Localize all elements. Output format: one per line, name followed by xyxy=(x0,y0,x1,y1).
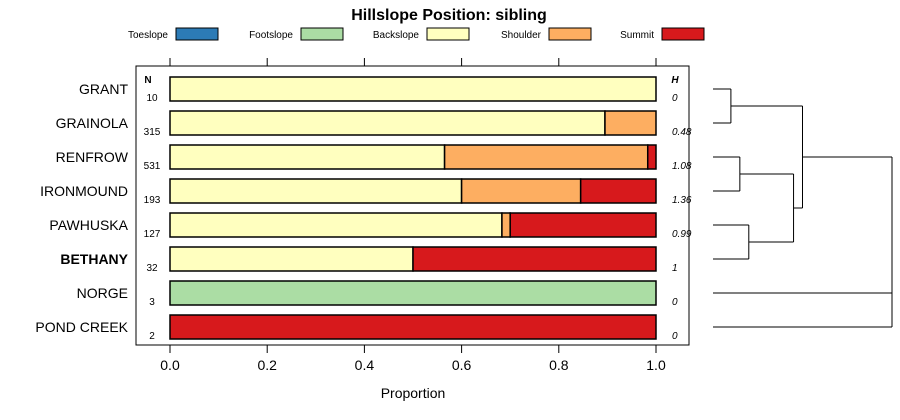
n-value: 3 xyxy=(149,297,155,308)
x-axis: 0.0 0.2 0.4 0.6 0.8 1.0 xyxy=(160,58,666,373)
chart-title: Hillslope Position: sibling xyxy=(351,7,547,24)
bar-segment-backslope xyxy=(169,110,606,136)
bar-segment-summit xyxy=(579,178,657,204)
h-value: 1.08 xyxy=(672,161,692,172)
bar-segment-summit xyxy=(509,212,657,238)
bar-segment-backslope xyxy=(169,178,463,204)
category-label: POND CREEK xyxy=(35,319,128,335)
tick-label: 0.4 xyxy=(355,357,375,373)
category-label: IRONMOUND xyxy=(40,183,128,199)
h-value: 0 xyxy=(672,93,678,104)
bar-segment-shoulder xyxy=(443,144,649,170)
row-grainola: GRAINOLA 315 0.48 xyxy=(56,110,692,138)
row-renfrow: RENFROW 531 1.08 xyxy=(56,144,692,172)
bar-segment-backslope xyxy=(169,76,657,102)
h-value: 1.36 xyxy=(672,195,692,206)
n-value: 32 xyxy=(146,263,158,274)
legend-swatch-shoulder xyxy=(548,27,592,41)
n-value: 10 xyxy=(146,93,158,104)
category-label: GRAINOLA xyxy=(56,115,129,131)
n-value: 193 xyxy=(144,195,161,206)
dendrogram xyxy=(713,88,893,328)
legend-label-footslope: Footslope xyxy=(249,30,293,41)
bar-segment-summit xyxy=(169,314,657,340)
legend-label-toeslope: Toeslope xyxy=(128,30,168,41)
n-column-header: N xyxy=(144,75,151,86)
bar-segment-shoulder xyxy=(604,110,657,136)
tick-label: 0.2 xyxy=(257,357,277,373)
category-label: NORGE xyxy=(77,285,128,301)
row-bethany: BETHANY 32 1 xyxy=(60,246,678,274)
n-value: 531 xyxy=(144,161,161,172)
category-label: GRANT xyxy=(79,81,128,97)
tick-label: 1.0 xyxy=(646,357,666,373)
row-pond-creek: POND CREEK 2 0 xyxy=(35,314,678,342)
n-value: 315 xyxy=(144,127,161,138)
bar-segment-backslope xyxy=(169,246,414,272)
bar-segment-backslope xyxy=(169,144,446,170)
h-value: 0 xyxy=(672,331,678,342)
legend-swatch-toeslope xyxy=(175,27,219,41)
h-value: 0.48 xyxy=(672,127,692,138)
row-grant: GRANT 10 0 xyxy=(79,76,678,104)
tick-label: 0.8 xyxy=(549,357,569,373)
bar-segment-backslope xyxy=(169,212,503,238)
category-label: BETHANY xyxy=(60,251,128,267)
h-value: 0 xyxy=(672,297,678,308)
h-value: 1 xyxy=(672,263,678,274)
legend-label-summit: Summit xyxy=(620,30,654,41)
legend-label-shoulder: Shoulder xyxy=(501,30,542,41)
legend-label-backslope: Backslope xyxy=(373,30,420,41)
legend-swatch-footslope xyxy=(300,27,344,41)
tick-label: 0.6 xyxy=(452,357,472,373)
bar-segment-shoulder xyxy=(501,212,511,238)
category-label: RENFROW xyxy=(56,149,129,165)
bar-segment-summit xyxy=(412,246,657,272)
legend: Toeslope Footslope Backslope Shoulder Summit xyxy=(128,27,705,41)
tick-label: 0.0 xyxy=(160,357,180,373)
plot-frame xyxy=(135,65,690,346)
legend-swatch-summit xyxy=(661,27,705,41)
row-ironmound: IRONMOUND 193 1.36 xyxy=(40,178,692,206)
row-pawhuska: PAWHUSKA 127 0.99 xyxy=(49,212,692,240)
bar-segment-summit xyxy=(646,144,657,170)
n-value: 2 xyxy=(149,331,155,342)
row-norge: NORGE 3 0 xyxy=(77,280,678,308)
category-label: PAWHUSKA xyxy=(49,217,128,233)
h-column-header: H xyxy=(671,75,679,86)
x-axis-label: Proportion xyxy=(381,385,446,401)
h-value: 0.99 xyxy=(672,229,692,240)
bar-segment-footslope xyxy=(169,280,657,306)
bar-segment-shoulder xyxy=(460,178,582,204)
n-value: 127 xyxy=(144,229,161,240)
legend-swatch-backslope xyxy=(426,27,470,41)
